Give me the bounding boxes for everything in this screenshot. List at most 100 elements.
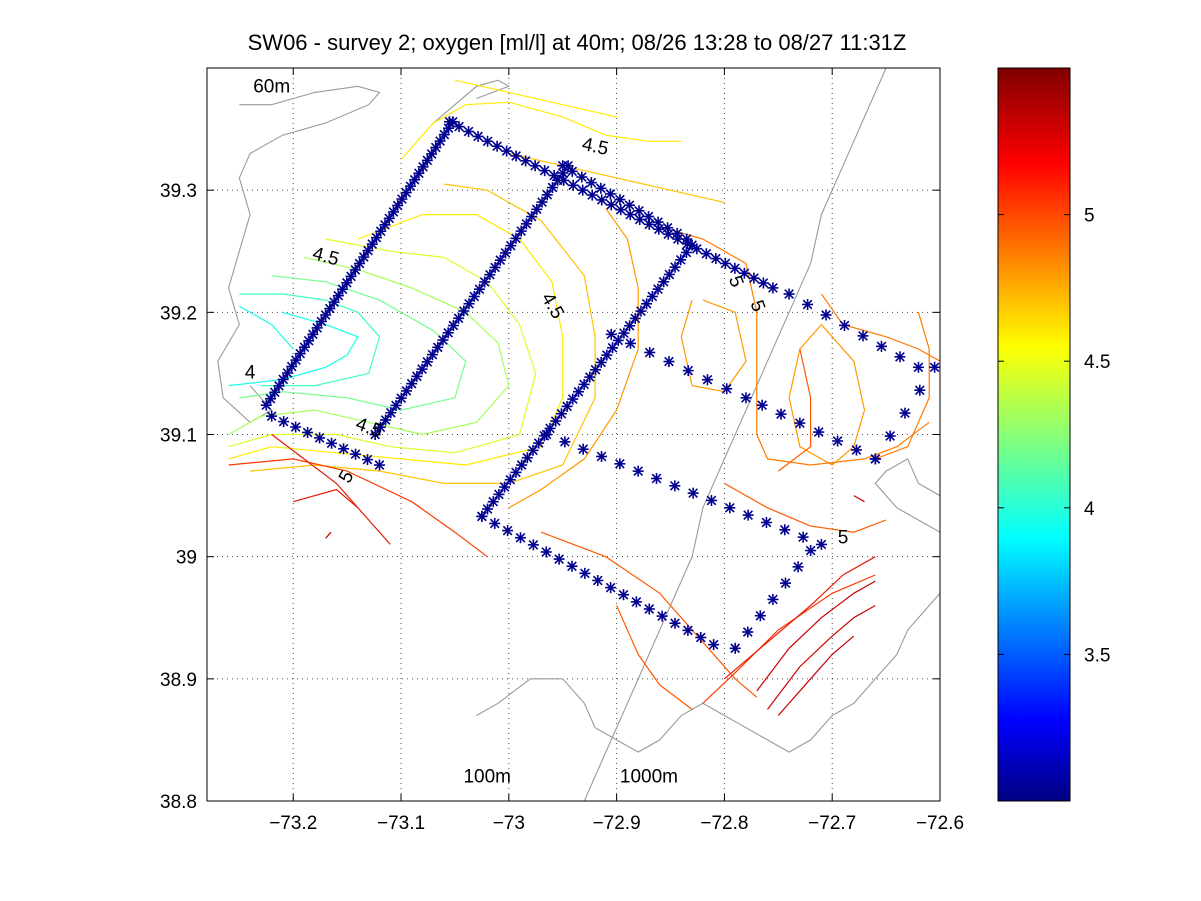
station-marker	[805, 545, 817, 557]
station-marker	[729, 642, 741, 654]
station-marker	[748, 272, 760, 284]
station-marker	[605, 199, 617, 211]
colorbar-tick-label: 4	[1084, 499, 1095, 520]
station-marker	[374, 421, 386, 433]
station-marker	[567, 393, 579, 405]
station-marker	[395, 392, 407, 404]
station-marker	[260, 399, 272, 411]
station-marker	[472, 130, 484, 142]
station-marker	[354, 257, 366, 269]
station-marker	[857, 330, 869, 342]
station-marker	[623, 199, 635, 211]
station-marker	[527, 539, 539, 551]
station-marker	[884, 430, 896, 442]
station-marker	[708, 639, 720, 651]
station-marker	[572, 386, 584, 398]
station-marker	[899, 407, 911, 419]
station-marker	[358, 251, 370, 263]
isobath-line	[433, 79, 511, 124]
station-marker	[337, 283, 349, 295]
station-marker	[500, 247, 512, 259]
contour-line	[508, 208, 639, 509]
x-tick-label: −73.2	[269, 813, 317, 834]
station-marker	[539, 165, 551, 177]
station-marker	[802, 298, 814, 310]
station-marker	[710, 253, 722, 265]
contour-line	[777, 348, 812, 472]
station-marker	[605, 582, 617, 594]
isobath-line	[476, 592, 941, 753]
station-marker	[430, 142, 442, 154]
station-marker	[533, 437, 545, 449]
station-marker	[669, 617, 681, 629]
station-marker	[281, 367, 293, 379]
station-marker	[362, 245, 374, 257]
station-layer	[260, 116, 941, 654]
station-marker	[695, 632, 707, 644]
station-marker	[869, 453, 881, 465]
station-marker	[738, 267, 750, 279]
station-marker	[596, 194, 608, 206]
colorbar-gradient	[997, 67, 1071, 802]
station-marker	[775, 408, 787, 420]
station-marker	[290, 354, 302, 366]
station-marker	[783, 288, 795, 300]
station-marker	[526, 211, 538, 223]
station-marker	[555, 408, 567, 420]
station-marker	[875, 340, 887, 352]
station-marker	[686, 239, 698, 251]
station-marker	[756, 399, 768, 411]
station-marker	[266, 410, 278, 422]
contour-line	[875, 312, 930, 460]
station-marker	[680, 246, 692, 258]
station-marker	[341, 277, 353, 289]
colorbar-tick-label: 3.5	[1084, 645, 1110, 666]
station-marker	[487, 496, 499, 508]
station-marker	[369, 429, 381, 440]
station-marker	[624, 337, 636, 349]
station-marker	[832, 435, 844, 447]
station-marker	[434, 135, 446, 147]
station-marker	[527, 444, 539, 456]
contour-line	[777, 635, 855, 716]
station-marker	[406, 378, 418, 390]
station-marker	[442, 327, 454, 339]
station-marker	[499, 481, 511, 493]
station-marker	[375, 225, 387, 237]
colorbar-tick-label: 5	[1084, 206, 1095, 227]
station-marker	[839, 319, 851, 331]
station-marker	[392, 199, 404, 211]
station-marker	[584, 371, 596, 383]
station-marker	[311, 322, 323, 334]
station-marker	[669, 261, 681, 273]
station-marker	[644, 346, 656, 358]
station-marker	[701, 374, 713, 386]
station-marker	[314, 432, 326, 444]
station-marker	[624, 320, 636, 332]
contour-line	[239, 293, 381, 387]
station-marker	[269, 386, 281, 398]
station-marker	[510, 232, 522, 244]
station-marker	[767, 593, 779, 605]
station-marker	[520, 218, 532, 230]
station-marker	[820, 309, 832, 321]
contour-line	[239, 305, 294, 350]
station-marker	[669, 480, 681, 492]
chart-title: SW06 - survey 2; oxygen [ml/l] at 40m; 0…	[248, 30, 907, 55]
contour-line	[853, 495, 865, 503]
station-marker	[561, 400, 573, 412]
station-marker	[540, 546, 552, 558]
station-marker	[656, 610, 668, 622]
y-tick-label: 39.2	[160, 303, 197, 324]
station-marker	[618, 327, 630, 339]
station-marker	[366, 238, 378, 250]
station-marker	[754, 610, 766, 622]
contour-line	[767, 604, 876, 710]
station-marker	[585, 177, 597, 189]
station-marker	[652, 216, 664, 228]
contour-line	[724, 556, 876, 680]
depth-label: 1000m	[620, 767, 678, 788]
station-marker	[601, 349, 613, 361]
station-marker	[589, 364, 601, 376]
station-marker	[273, 380, 285, 392]
